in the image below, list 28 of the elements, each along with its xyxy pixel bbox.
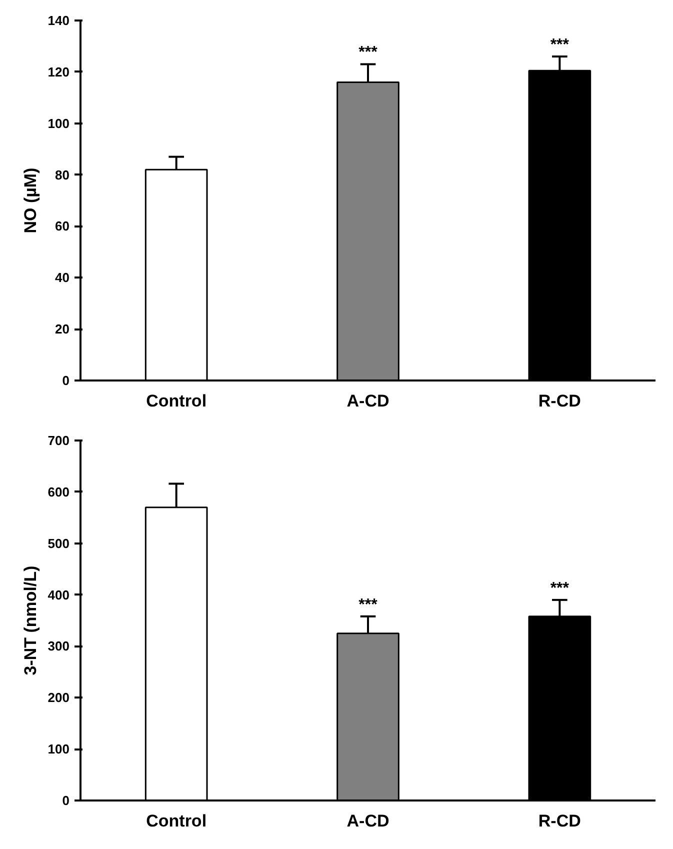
y-tick-label: 40 — [55, 270, 70, 286]
y-tick-label: 20 — [55, 322, 70, 337]
y-axis-title: 3-NT (nmol/L) — [20, 566, 40, 676]
y-tick-label: 500 — [48, 536, 70, 551]
y-tick-label: 300 — [48, 638, 70, 654]
y-tick-label: 80 — [55, 167, 70, 182]
y-tick-label: 120 — [48, 64, 70, 80]
y-axis-title: NO (µM) — [20, 168, 40, 234]
y-tick-label: 100 — [48, 742, 70, 757]
y-tick-label: 100 — [48, 116, 70, 131]
x-tick-label: R-CD — [538, 392, 581, 410]
x-tick-label: A-CD — [346, 392, 390, 410]
x-tick-label: Control — [146, 392, 207, 410]
annotation: *** — [358, 44, 378, 62]
y-tick-label: 700 — [48, 433, 70, 448]
x-tick-label: Control — [146, 812, 207, 830]
y-tick-label: 0 — [62, 373, 70, 388]
annotation: *** — [358, 596, 378, 614]
annotation: *** — [550, 36, 570, 54]
y-tick-label: 60 — [55, 218, 70, 234]
y-tick-label: 600 — [48, 484, 70, 500]
y-tick-label: 140 — [48, 13, 70, 28]
y-tick-label: 400 — [48, 587, 70, 602]
x-tick-label: R-CD — [538, 812, 581, 830]
y-tick-label: 200 — [48, 690, 70, 706]
annotation: *** — [550, 580, 570, 597]
x-tick-label: A-CD — [346, 812, 390, 830]
y-tick-label: 0 — [62, 793, 70, 808]
